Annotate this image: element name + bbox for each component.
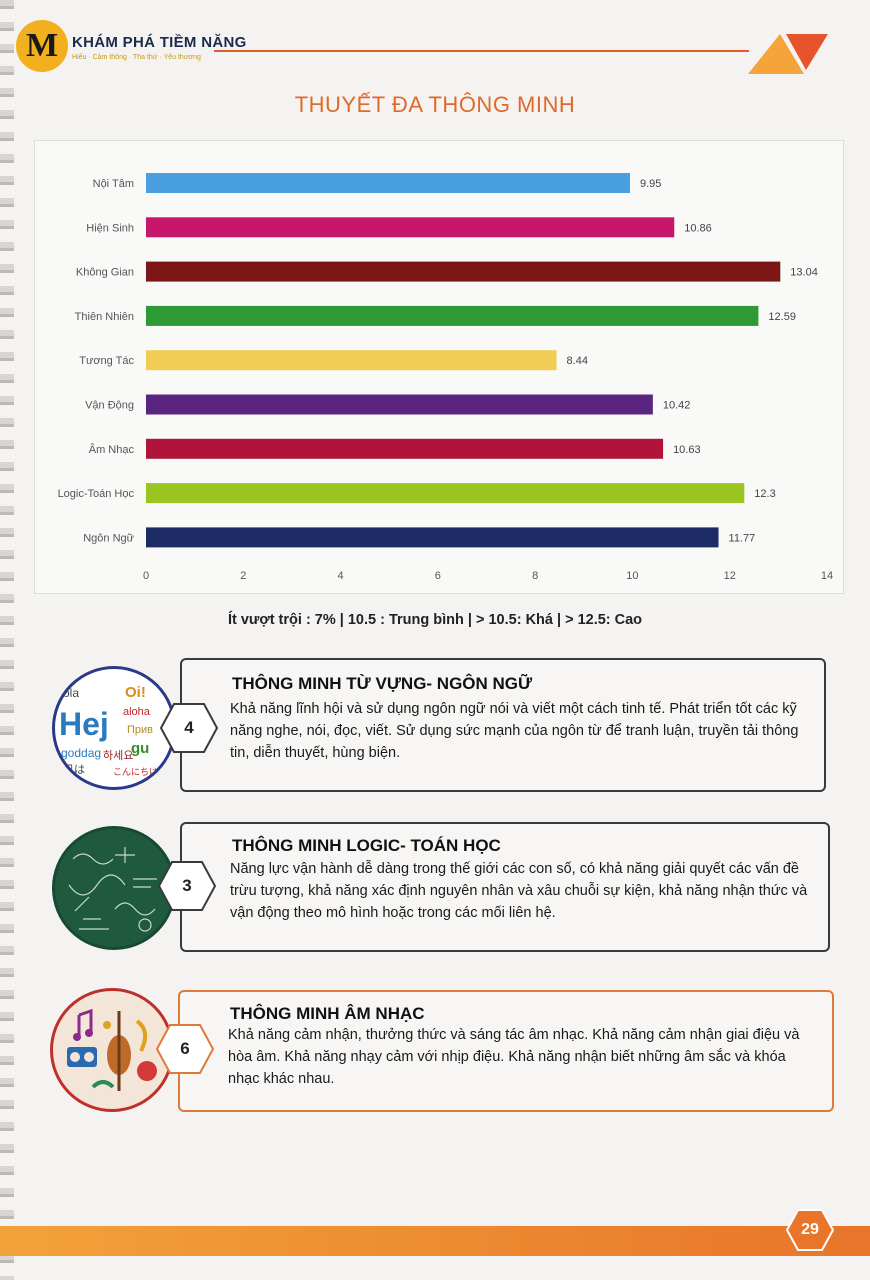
x-tick-label: 10 bbox=[626, 570, 638, 582]
category-label: Logic-Toán Học bbox=[58, 488, 135, 500]
bar-0 bbox=[146, 173, 630, 193]
bar-5 bbox=[146, 394, 653, 415]
card-description: Khả năng lĩnh hội và sử dụng ngôn ngữ nó… bbox=[230, 701, 799, 761]
category-label: Hiện Sinh bbox=[86, 222, 134, 234]
card-description: Năng lực vận hành dễ dàng trong thế giới… bbox=[230, 861, 808, 921]
word-5: gu bbox=[131, 740, 149, 757]
bar-1 bbox=[146, 217, 675, 238]
bar-chart: Nội Tâm 9.95 Hiện Sinh 10.86 Không Gian 13.04… bbox=[34, 140, 844, 594]
card-logical: THÔNG MINH LOGIC- TOÁN HỌC Năng lực vận … bbox=[180, 822, 830, 952]
bar-7 bbox=[146, 483, 745, 504]
language-words-image: ola Oi! aloha Hej Прив gu goddag 하세요 日は … bbox=[52, 666, 176, 790]
word-0: ola bbox=[63, 686, 79, 700]
category-label: Không Gian bbox=[76, 267, 134, 279]
spiral-binding bbox=[0, 0, 14, 1280]
category-label: Thiên Nhiên bbox=[75, 311, 134, 323]
card-musical: THÔNG MINH ÂM NHẠC Khả năng cảm nhận, th… bbox=[178, 990, 834, 1112]
bar-4 bbox=[146, 350, 557, 371]
header-divider bbox=[214, 50, 749, 52]
hexagon-icon bbox=[156, 1024, 214, 1074]
brand-tagline: Hiểu · Cảm thông · Tha thứ · Yêu thương bbox=[72, 54, 201, 61]
x-tick-label: 14 bbox=[821, 570, 833, 582]
x-tick-label: 6 bbox=[435, 570, 441, 582]
category-label: Ngôn Ngữ bbox=[83, 532, 134, 544]
value-label: 12.3 bbox=[754, 488, 775, 500]
x-tick-label: 8 bbox=[532, 570, 538, 582]
value-label: 9.95 bbox=[640, 178, 661, 190]
value-label: 10.63 bbox=[673, 444, 701, 456]
bar-8 bbox=[146, 527, 719, 548]
word-6: goddag bbox=[61, 746, 101, 760]
value-label: 11.77 bbox=[729, 532, 756, 544]
score-badge: 4 bbox=[160, 703, 218, 753]
chart-legend-text: Ít vượt trội : 7% | 10.5 : Trung bình | … bbox=[227, 612, 643, 628]
music-instruments-image bbox=[50, 988, 174, 1112]
page-number: 29 bbox=[801, 1221, 819, 1238]
music-instruments-icon bbox=[67, 1008, 157, 1091]
category-label: Vận Động bbox=[85, 400, 134, 412]
score-number: 6 bbox=[180, 1039, 190, 1058]
page-header: M KHÁM PHÁ TIỀM NĂNG Hiểu · Cảm thông · … bbox=[14, 18, 854, 80]
word-3: Hej bbox=[59, 706, 109, 742]
brand-name: KHÁM PHÁ TIỀM NĂNG bbox=[72, 34, 247, 51]
category-label: Nội Tâm bbox=[93, 178, 134, 190]
card-title: THÔNG MINH LOGIC- TOÁN HỌC bbox=[232, 836, 501, 855]
word-4: Прив bbox=[127, 724, 153, 736]
language-words-icon: ola Oi! aloha Hej Прив gu goddag 하세요 日は … bbox=[59, 684, 158, 777]
bar-6 bbox=[146, 438, 664, 459]
x-tick-label: 12 bbox=[724, 570, 736, 582]
score-number: 3 bbox=[182, 876, 192, 895]
math-formulas-icon bbox=[68, 847, 157, 932]
logo-letter: M bbox=[25, 27, 59, 64]
value-label: 12.59 bbox=[768, 311, 796, 323]
word-2: aloha bbox=[123, 706, 151, 718]
page-title: THUYẾT ĐA THÔNG MINH bbox=[294, 92, 576, 117]
category-label: Âm Nhạc bbox=[89, 443, 135, 456]
bar-chart-svg: Nội Tâm 9.95 Hiện Sinh 10.86 Không Gian 13.04… bbox=[58, 173, 833, 582]
hexagon-icon bbox=[160, 703, 218, 753]
word-1: Oi! bbox=[125, 684, 146, 701]
value-label: 10.42 bbox=[663, 400, 691, 412]
word-8: 日は bbox=[63, 763, 85, 776]
card-linguistic: THÔNG MINH TỪ VỰNG- NGÔN NGỮ Khả năng lĩ… bbox=[180, 658, 826, 792]
card-title: THÔNG MINH ÂM NHẠC bbox=[230, 1004, 425, 1023]
x-tick-label: 0 bbox=[143, 570, 149, 582]
value-label: 8.44 bbox=[567, 355, 588, 367]
value-label: 10.86 bbox=[684, 222, 712, 234]
brand-logo: M bbox=[16, 20, 68, 72]
score-badge: 3 bbox=[158, 861, 216, 911]
footer-band bbox=[0, 1226, 870, 1256]
value-label: 13.04 bbox=[790, 267, 818, 279]
hexagon-icon bbox=[786, 1209, 834, 1251]
page-number-badge: 29 bbox=[786, 1208, 834, 1252]
card-description: Khả năng cảm nhận, thưởng thức và sáng t… bbox=[228, 1027, 800, 1087]
bar-3 bbox=[146, 305, 759, 326]
word-9: こんにちは bbox=[113, 767, 158, 777]
card-title: THÔNG MINH TỪ VỰNG- NGÔN NGỮ bbox=[232, 674, 533, 693]
score-badge: 6 bbox=[156, 1024, 214, 1074]
score-number: 4 bbox=[184, 718, 194, 737]
bar-2 bbox=[146, 261, 781, 282]
header-triangles-icon bbox=[748, 34, 828, 74]
x-tick-label: 2 bbox=[240, 570, 246, 582]
category-label: Tương Tác bbox=[79, 355, 134, 367]
word-7: 하세요 bbox=[103, 748, 133, 762]
hexagon-icon bbox=[158, 861, 216, 911]
x-tick-label: 4 bbox=[338, 570, 344, 582]
math-chalkboard-image bbox=[52, 826, 176, 950]
